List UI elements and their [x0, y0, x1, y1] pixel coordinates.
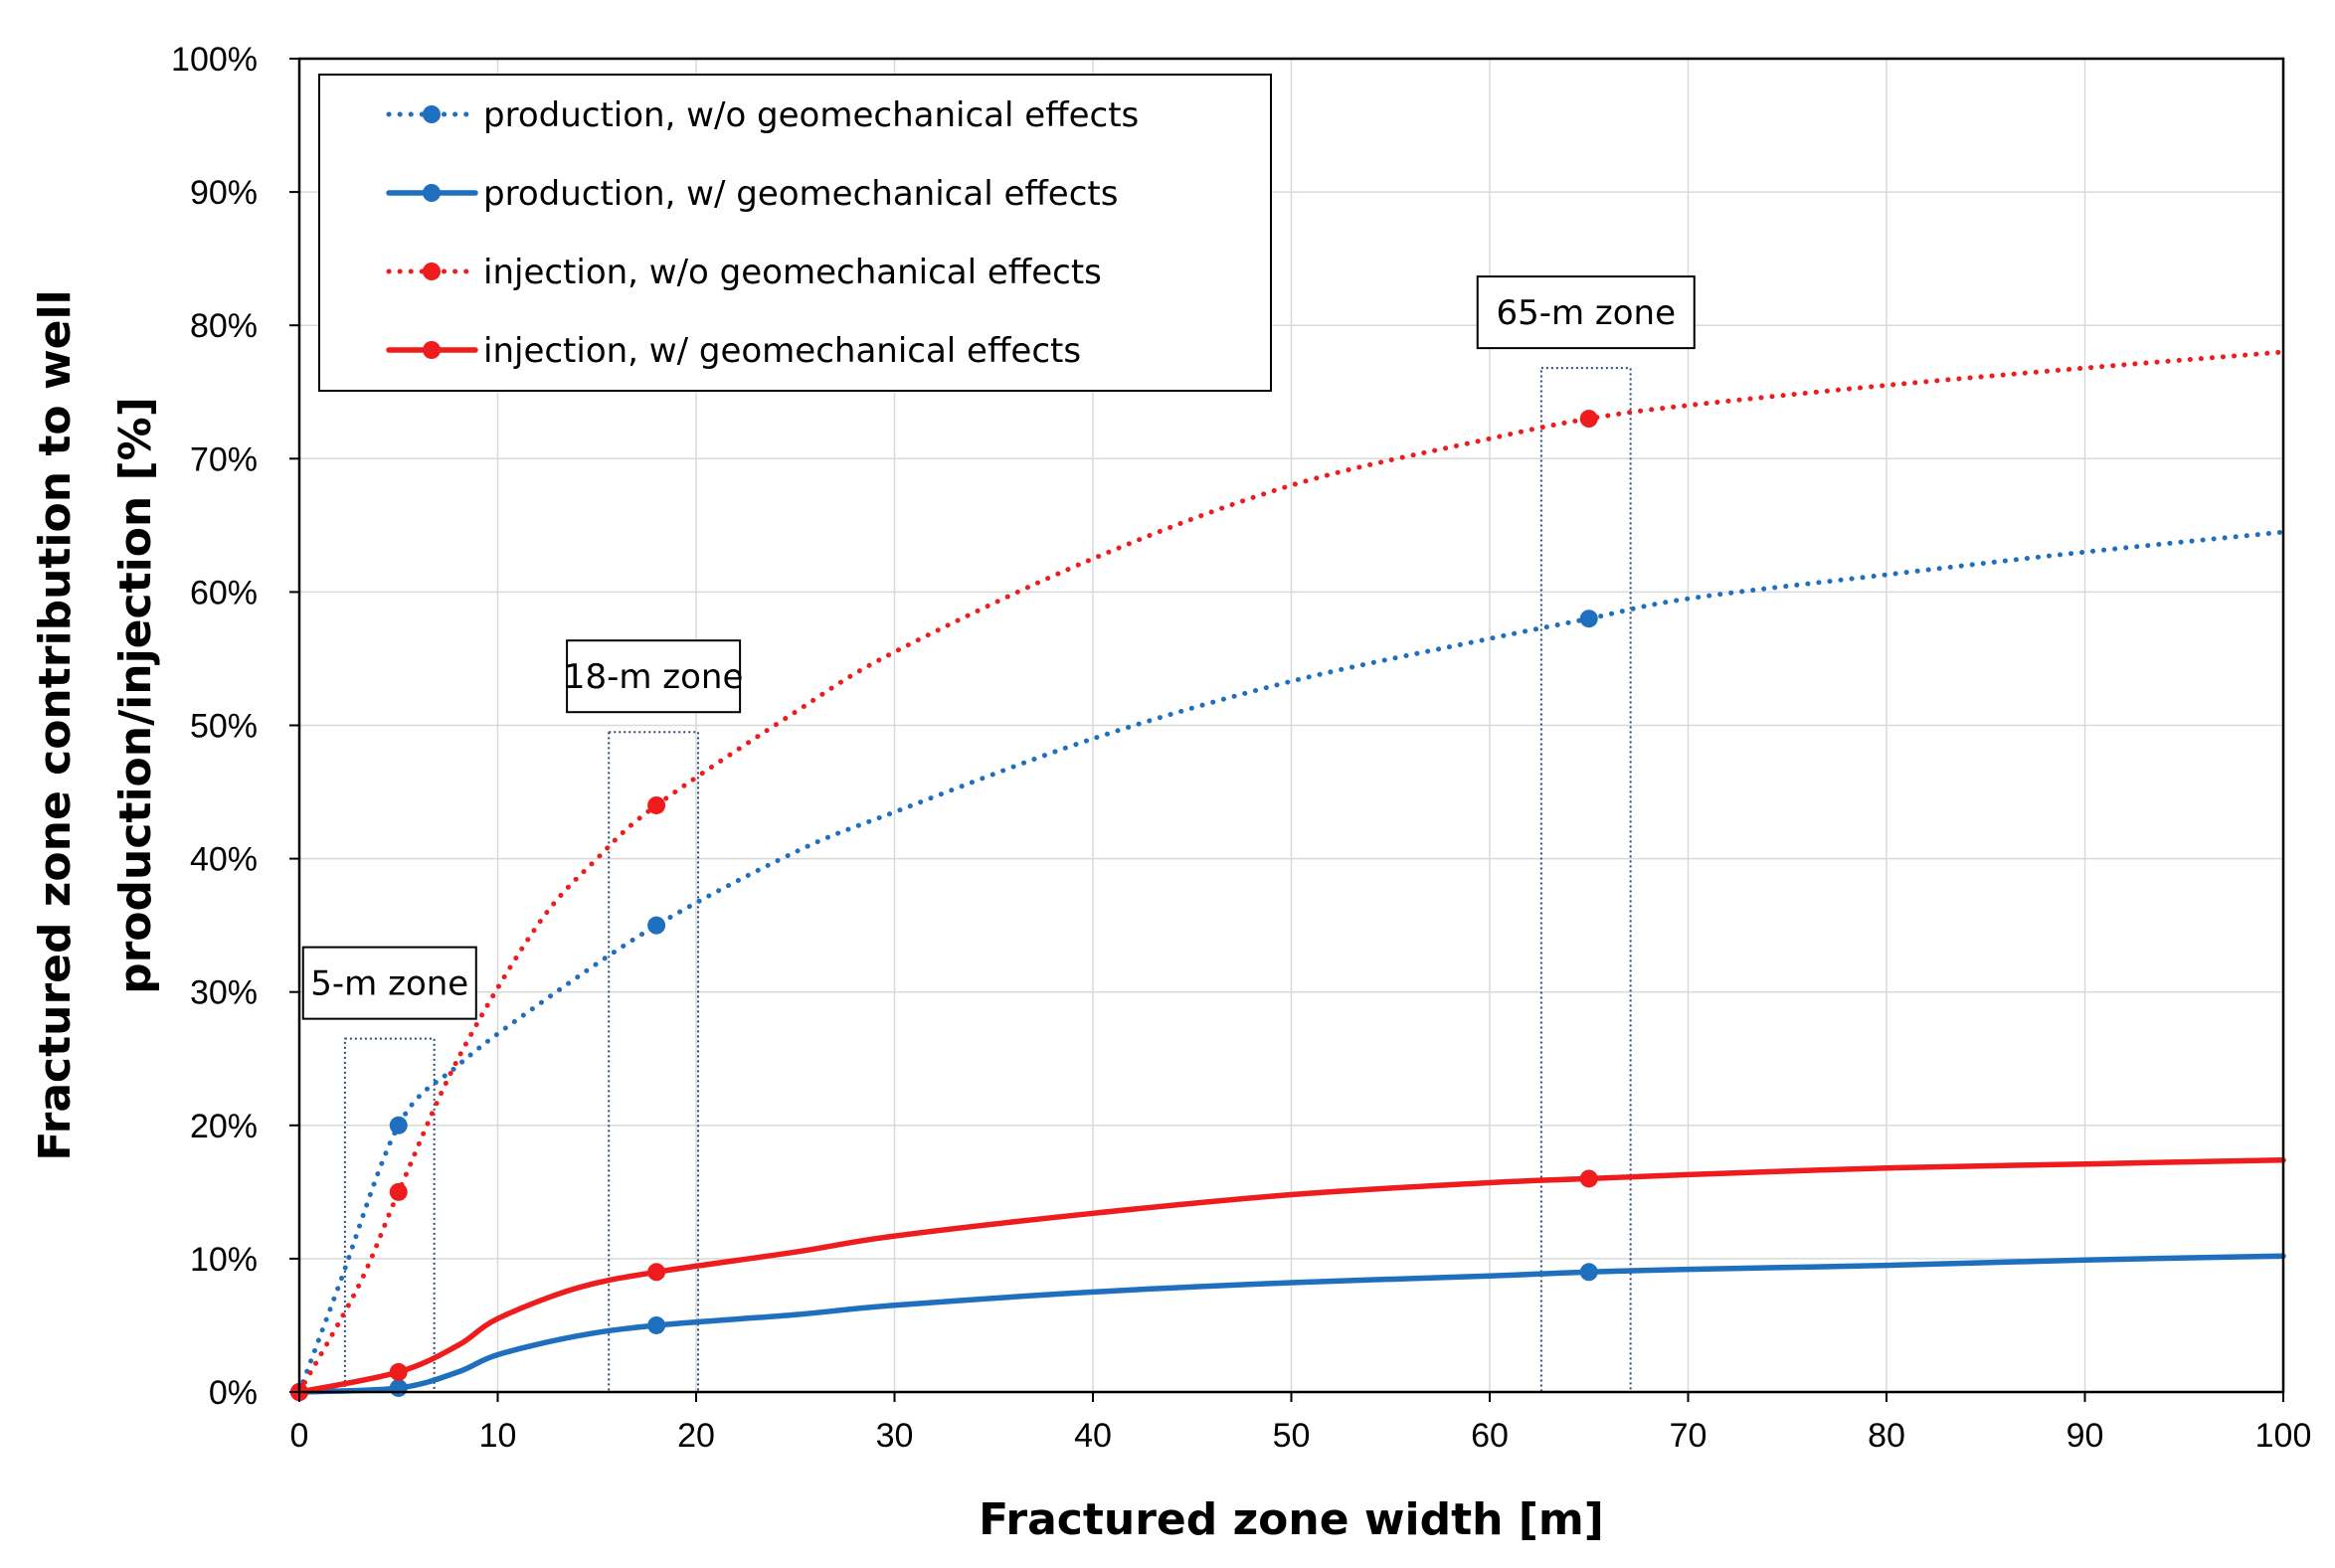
data-point	[1579, 410, 1598, 429]
legend-box	[318, 74, 1272, 392]
y-axis-title-line1: Fractured zone contribution to well	[30, 289, 81, 1160]
y-axis-title-line2: production/injection [%]	[110, 397, 161, 994]
legend-label: production, w/o geomechanical effects	[483, 95, 1139, 135]
data-point	[389, 1378, 408, 1397]
data-point	[389, 1362, 408, 1381]
series-3	[290, 349, 2286, 1401]
zone-label-box	[566, 639, 742, 714]
data-point	[647, 1315, 666, 1334]
x-axis-title: Fractured zone width [m]	[979, 1494, 1604, 1545]
zone-label-box	[301, 946, 477, 1020]
zone-label: 18-m zone	[564, 657, 744, 697]
x-tick-label: 50	[1273, 1417, 1311, 1455]
y-tick-label: 30%	[190, 974, 258, 1012]
x-tick-label: 0	[290, 1417, 309, 1455]
legend-label: production, w/ geomechanical effects	[483, 174, 1118, 214]
legend: production, w/o geomechanical effects pro…	[318, 74, 1272, 392]
data-point	[389, 1182, 408, 1201]
legend-entry: injection, w/o geomechanical effects	[386, 253, 1102, 292]
axis-ticks: 0 10 20 30 40 50 60 70 80 90 100 0% 10% 20% 30% 40% 50% 6…	[171, 41, 2311, 1455]
legend-label: injection, w/ geomechanical effects	[483, 331, 1081, 371]
x-tick-label: 10	[479, 1417, 517, 1455]
data-point	[1579, 1263, 1598, 1282]
series-line	[296, 1253, 2286, 1395]
data-point	[389, 1116, 408, 1134]
data-point	[1579, 610, 1598, 628]
y-tick-label: 40%	[190, 841, 258, 879]
y-tick-label: 70%	[190, 440, 258, 478]
y-tick-label: 10%	[190, 1241, 258, 1279]
data-point	[647, 916, 666, 935]
x-tick-label: 30	[876, 1417, 914, 1455]
x-tick-label: 90	[2066, 1417, 2104, 1455]
x-tick-label: 40	[1074, 1417, 1112, 1455]
legend-entry: production, w/o geomechanical effects	[386, 95, 1139, 135]
x-tick-label: 20	[677, 1417, 715, 1455]
zone-label: 65-m zone	[1496, 293, 1676, 333]
zone-box	[608, 731, 699, 1393]
series-line	[296, 1156, 2286, 1395]
x-tick-label: 60	[1471, 1417, 1509, 1455]
x-tick-label: 80	[1868, 1417, 1905, 1455]
zone-label-box	[1476, 275, 1696, 350]
y-tick-label: 100%	[171, 41, 258, 79]
data-point	[647, 795, 666, 814]
zone-label: 5-m zone	[310, 964, 468, 1004]
y-tick-label: 0%	[209, 1374, 258, 1412]
y-tick-label: 90%	[190, 174, 258, 212]
series-line	[296, 349, 2286, 1395]
x-tick-label: 100	[2255, 1417, 2312, 1455]
zone-labels: 5-m zone 18-m zone 65-m zone	[301, 275, 1696, 1020]
axis-titles: Fractured zone width [m] Fractured zone c…	[30, 289, 1604, 1545]
series-group	[290, 349, 2286, 1401]
data-point	[647, 1263, 666, 1282]
series-line	[296, 529, 2286, 1395]
y-tick-label: 50%	[190, 708, 258, 746]
y-tick-label: 60%	[190, 574, 258, 611]
data-point	[1579, 1169, 1598, 1188]
legend-marker	[423, 341, 441, 359]
y-tick-label: 80%	[190, 307, 258, 345]
y-tick-label: 20%	[190, 1108, 258, 1145]
legend-marker	[423, 184, 441, 202]
legend-label: injection, w/o geomechanical effects	[483, 253, 1102, 292]
legend-marker	[423, 105, 441, 123]
legend-entry: production, w/ geomechanical effects	[386, 174, 1118, 214]
legend-marker	[423, 262, 441, 280]
x-tick-label: 70	[1670, 1417, 1707, 1455]
legend-entry: injection, w/ geomechanical effects	[386, 331, 1081, 371]
